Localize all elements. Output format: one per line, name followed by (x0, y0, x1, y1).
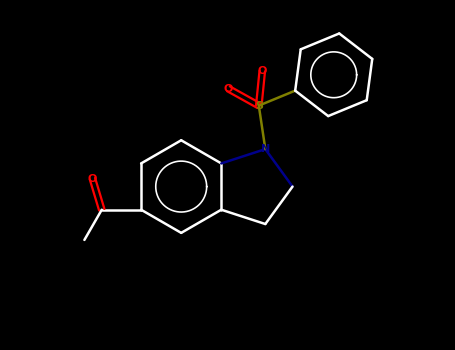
Text: N: N (261, 144, 270, 154)
Text: S: S (255, 100, 263, 111)
Text: O: O (88, 174, 97, 184)
Text: O: O (258, 66, 267, 76)
Text: O: O (224, 84, 233, 94)
